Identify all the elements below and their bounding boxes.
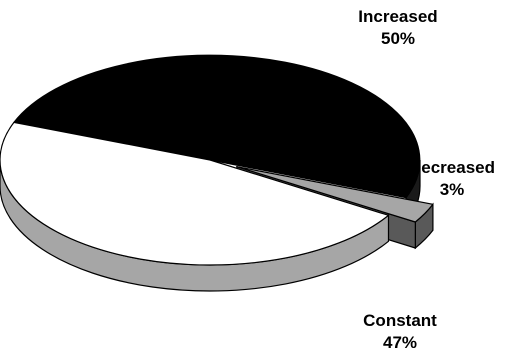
label-constant-name: Constant [363,311,437,330]
label-increased-value: 50% [380,29,416,48]
label-constant-value: 47% [382,333,418,352]
slice-decreased [236,166,434,223]
label-constant: Constant 47% [336,310,464,354]
slice-constant [0,121,390,266]
label-increased: Increased 50% [334,6,462,50]
label-decreased: Decreased 3% [390,157,513,201]
slice-increased [13,54,421,199]
label-increased-name: Increased [358,7,438,26]
label-decreased-value: 3% [439,180,465,199]
label-decreased-name: Decreased [408,158,495,177]
